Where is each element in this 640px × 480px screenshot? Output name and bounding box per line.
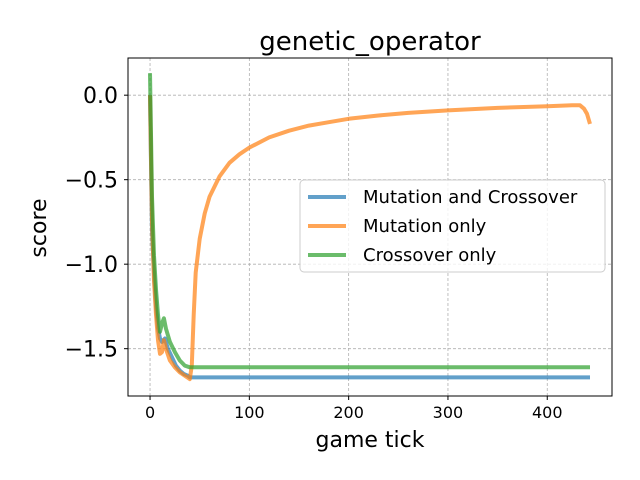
legend-label: Mutation only <box>363 216 487 237</box>
legend-box <box>299 179 606 273</box>
y-axis-label: score <box>27 198 52 257</box>
x-tick-label: 100 <box>234 403 265 422</box>
series-line-crossover-only <box>148 73 590 370</box>
legend-label: Crossover only <box>363 245 497 266</box>
x-axis-ticks: 0 100 200 300 400 <box>145 396 563 422</box>
y-tick-label: −0.5 <box>65 169 118 194</box>
chart-title: genetic_operator <box>259 27 481 57</box>
x-axis-label: game tick <box>316 428 425 453</box>
y-tick-label: 0.0 <box>83 84 118 109</box>
x-tick-label: 400 <box>532 403 563 422</box>
series-line-mutation-only <box>148 95 592 382</box>
legend-label: Mutation and Crossover <box>363 187 578 208</box>
series-group <box>148 73 592 382</box>
y-tick-label: −1.0 <box>65 253 118 278</box>
legend: Mutation and Crossover Mutation only Cross… <box>299 179 606 273</box>
plot-frame <box>127 57 613 397</box>
x-tick-label: 0 <box>145 403 155 422</box>
y-tick-label: −1.5 <box>65 338 118 363</box>
y-axis-ticks: 0.0 −0.5 −1.0 −1.5 <box>65 84 128 363</box>
x-tick-label: 300 <box>433 403 464 422</box>
x-tick-label: 200 <box>333 403 364 422</box>
